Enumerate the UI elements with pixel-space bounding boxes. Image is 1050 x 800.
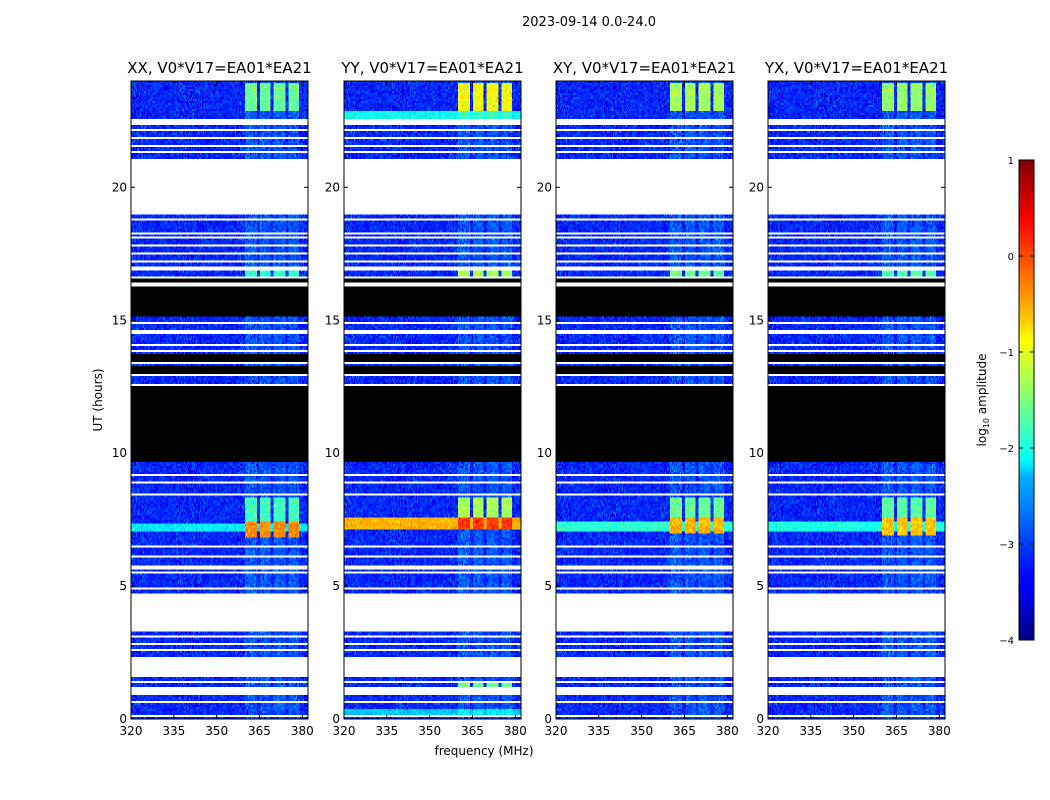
y-tick-label: 15 (325, 313, 340, 327)
panel-1: XX, V0*V17=EA01*EA21 320 335 350 365 380 0 5 10 1… (112, 59, 314, 738)
colorbar-tick-label: −3 (999, 540, 1014, 551)
colorbar-label: log10 amplitude (975, 354, 991, 447)
y-tick-label: 0 (332, 712, 340, 726)
panel-3: XY, V0*V17=EA01*EA21 320 335 350 365 380 0 5 10 1… (537, 59, 739, 738)
y-tick-label: 10 (325, 446, 340, 460)
colorbar-tick-label: 1 (1008, 156, 1014, 167)
y-tick-label: 0 (756, 712, 764, 726)
colorbar-tick-label: −2 (999, 444, 1014, 455)
x-tick-label: 335 (587, 724, 610, 738)
x-tick-label: 365 (461, 724, 484, 738)
y-tick-label: 20 (325, 180, 340, 194)
spectrogram-image (768, 81, 945, 719)
x-tick-label: 320 (120, 724, 143, 738)
x-tick-label: 365 (248, 724, 271, 738)
panel-title: XY, V0*V17=EA01*EA21 (553, 59, 736, 77)
x-tick-label: 350 (630, 724, 653, 738)
x-tick-label: 365 (673, 724, 696, 738)
panel-2: YY, V0*V17=EA01*EA21 320 335 350 365 380 0 5 10 1… (325, 59, 527, 738)
x-tick-label: 365 (885, 724, 908, 738)
colorbar-tick-label: −4 (999, 636, 1014, 647)
y-tick-label: 5 (544, 579, 552, 593)
figure-title: 2023-09-14 0.0-24.0 (522, 15, 656, 30)
colorbar: −4 −3 −2 −1 0 1 log10 amplitude (975, 156, 1035, 647)
panel-frame (767, 80, 946, 720)
y-tick-label: 15 (112, 313, 127, 327)
panel-title: XX, V0*V17=EA01*EA21 (127, 59, 311, 77)
y-tick-label: 10 (537, 446, 552, 460)
x-tick-label: 320 (757, 724, 780, 738)
y-tick-label: 20 (112, 180, 127, 194)
x-tick-label: 350 (205, 724, 228, 738)
spectrogram-image (131, 81, 308, 719)
x-tick-label: 380 (928, 724, 951, 738)
x-tick-label: 335 (799, 724, 822, 738)
x-tick-label: 335 (375, 724, 398, 738)
x-tick-label: 380 (291, 724, 314, 738)
panel-frame (130, 80, 309, 720)
y-tick-label: 5 (332, 579, 340, 593)
colorbar-gradient (1018, 159, 1035, 641)
panel-title: YY, V0*V17=EA01*EA21 (340, 59, 523, 77)
y-tick-label: 0 (544, 712, 552, 726)
y-tick-label: 20 (537, 180, 552, 194)
x-tick-label: 380 (504, 724, 527, 738)
panel-4: YX, V0*V17=EA01*EA21 320 335 350 365 380 0 5 10 1… (749, 59, 951, 738)
y-tick-label: 10 (749, 446, 764, 460)
y-tick-label: 15 (749, 313, 764, 327)
y-tick-label: 15 (537, 313, 552, 327)
panel-frame (343, 80, 522, 720)
y-tick-label: 0 (119, 712, 127, 726)
spectrogram-image (344, 81, 521, 719)
x-tick-label: 350 (842, 724, 865, 738)
x-tick-label: 320 (545, 724, 568, 738)
colorbar-tick-label: 0 (1008, 252, 1014, 263)
y-axis-label: UT (hours) (91, 368, 105, 431)
y-tick-label: 5 (119, 579, 127, 593)
y-tick-label: 10 (112, 446, 127, 460)
colorbar-tick-label: −1 (999, 348, 1014, 359)
y-tick-label: 20 (749, 180, 764, 194)
x-tick-label: 320 (333, 724, 356, 738)
spectrogram-image (556, 81, 733, 719)
x-axis-label: frequency (MHz) (434, 744, 533, 758)
x-tick-label: 350 (418, 724, 441, 738)
x-tick-label: 380 (716, 724, 739, 738)
panel-frame (555, 80, 734, 720)
x-tick-label: 335 (162, 724, 185, 738)
panel-title: YX, V0*V17=EA01*EA21 (764, 59, 948, 77)
y-tick-label: 5 (756, 579, 764, 593)
